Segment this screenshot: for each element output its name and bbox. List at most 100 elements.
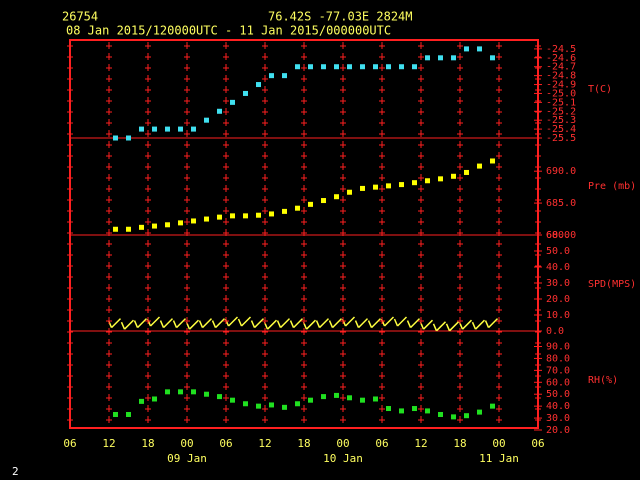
data-point [243,213,248,219]
data-point [295,205,300,211]
data-point [282,208,287,214]
data-point [321,198,326,204]
data-point [386,406,391,412]
x-tick-label: 06 [375,437,388,450]
y-tick-label: -24.6 [546,53,576,64]
y-tick-label: 40.0 [546,262,570,273]
data-point [360,397,365,403]
data-point [399,408,404,414]
y-tick-label: 30.0 [546,413,570,424]
data-point [282,73,287,79]
data-point [243,401,248,407]
data-point [165,389,170,395]
x-tick-label: 00 [492,437,505,450]
y-tick-label: 690.0 [546,166,576,177]
data-point [204,117,209,123]
data-point [399,182,404,188]
data-point [230,99,235,105]
data-point [178,220,183,226]
data-point [191,126,196,132]
data-point [412,180,417,186]
data-point [438,55,443,61]
y-tick-label: -24.8 [546,71,576,82]
y-tick-label: 20.0 [546,425,570,436]
data-point [230,397,235,403]
data-point [282,404,287,410]
data-point [178,126,183,132]
data-point [165,126,170,132]
data-point [165,222,170,228]
data-point [425,55,430,61]
y-tick-label: 0.0 [546,326,564,337]
data-point [295,401,300,407]
wind-barb [198,318,213,329]
x-tick-label: 06 [219,437,232,450]
data-point [490,158,495,164]
x-tick-label: 12 [414,437,427,450]
data-point [113,411,118,417]
data-point [360,185,365,191]
wind-barb [315,318,330,329]
data-point [321,64,326,70]
data-point [204,216,209,222]
data-point [373,64,378,70]
y-tick-label: -25.4 [546,124,576,135]
data-point [113,135,118,141]
data-point [386,64,391,70]
date-label: 11 Jan [479,452,519,465]
data-point [477,163,482,169]
data-point [295,64,300,70]
y-tick-label: 40.0 [546,401,570,412]
date-label: 09 Jan [167,452,207,465]
data-point [152,126,157,132]
y-tick-label: -25.1 [546,97,576,108]
data-point [256,212,261,218]
wind-barb [237,316,252,327]
data-point [191,218,196,224]
data-point [490,55,495,61]
data-point [438,176,443,182]
wind-barb [172,318,187,329]
data-point [308,397,313,403]
y-axis-label: T(C) [588,84,612,95]
data-point [321,394,326,400]
data-point [152,223,157,229]
data-point [139,126,144,132]
data-point [152,396,157,402]
data-point [334,194,339,200]
data-point [464,169,469,175]
y-axis-label: Pre (mb) [588,181,636,192]
data-point [269,402,274,408]
wind-barb [159,318,174,329]
period: 08 Jan 2015/120000UTC - 11 Jan 2015/0000… [66,24,391,38]
data-point [334,64,339,70]
y-tick-label: -25.0 [546,88,576,99]
data-point [451,414,456,420]
data-point [334,392,339,398]
x-tick-label: 18 [453,437,466,450]
wind-barb [406,318,421,329]
wind-barb [250,318,265,329]
data-point [425,408,430,414]
y-tick-label: 60.0 [546,230,570,241]
data-point [230,213,235,219]
y-axis-label: SPD(MPS) [588,279,636,290]
date-label: 10 Jan [323,452,363,465]
data-point [126,135,131,141]
data-point [490,403,495,409]
x-tick-label: 12 [102,437,115,450]
y-tick-label: 70.0 [546,365,570,376]
data-point [412,64,417,70]
y-tick-label: 50.0 [546,246,570,257]
data-point [217,214,222,220]
data-point [256,403,261,409]
wind-barb [354,318,369,329]
data-point [451,55,456,61]
wind-barb [211,318,226,329]
data-point [373,184,378,190]
data-point [269,73,274,79]
data-point [269,211,274,217]
data-point [256,82,261,88]
y-tick-label: 60.0 [546,377,570,388]
